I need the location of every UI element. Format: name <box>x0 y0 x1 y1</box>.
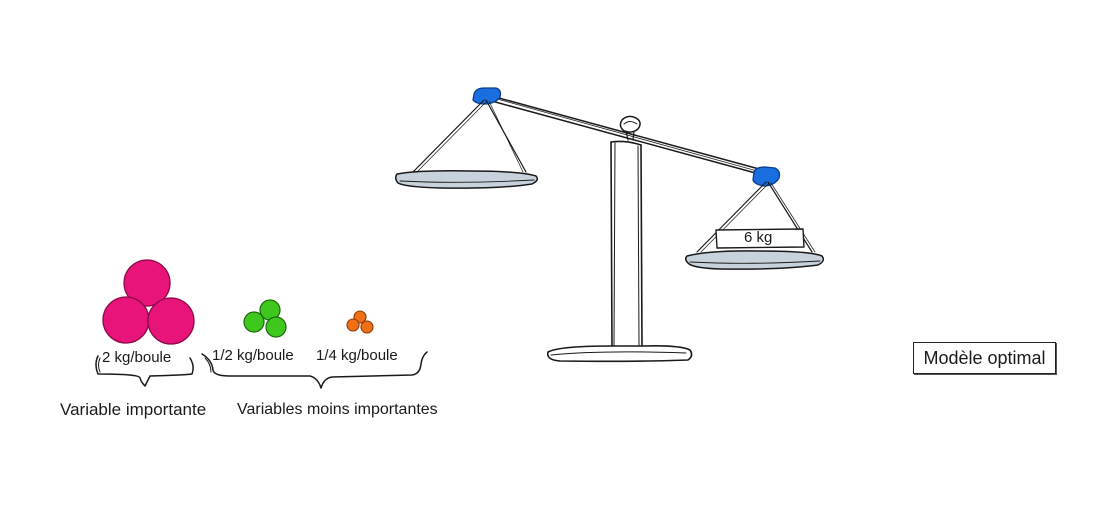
scale-post <box>610 140 643 347</box>
right-pan <box>684 250 825 270</box>
medium-ball <box>243 311 265 333</box>
pivot-knot <box>619 115 641 141</box>
brace-less-important <box>201 351 428 389</box>
scale-beam <box>487 94 771 178</box>
light-ball <box>360 320 374 334</box>
less-important-group-label: Variables moins importantes <box>237 401 438 418</box>
left-pivot-cap <box>472 87 502 105</box>
weight-box <box>715 228 805 249</box>
heavy-ball <box>102 296 150 344</box>
left-pan <box>394 170 539 189</box>
scale-base <box>546 345 693 363</box>
light-balls <box>346 310 374 334</box>
balance-scale <box>394 87 825 363</box>
light-ball <box>346 318 360 332</box>
heavy-ball <box>147 297 195 345</box>
brace-important <box>95 355 194 387</box>
medium-ball <box>265 316 287 338</box>
heavy-ball <box>123 259 171 307</box>
heavy-balls <box>102 259 195 345</box>
important-group-label: Variable importante <box>60 400 207 419</box>
left-pan-strings <box>412 99 527 173</box>
medium-ball-label: 1/2 kg/boule <box>212 347 294 364</box>
right-pivot-cap <box>752 166 781 187</box>
optimal-model-label: Modèle optimal <box>913 342 1056 374</box>
light-ball-label: 1/4 kg/boule <box>316 347 398 364</box>
medium-balls <box>243 299 287 338</box>
heavy-ball-label: 2 kg/boule <box>102 349 172 366</box>
right-pan-weight-label: 6 kg <box>744 229 773 246</box>
right-pan-strings <box>696 181 816 253</box>
